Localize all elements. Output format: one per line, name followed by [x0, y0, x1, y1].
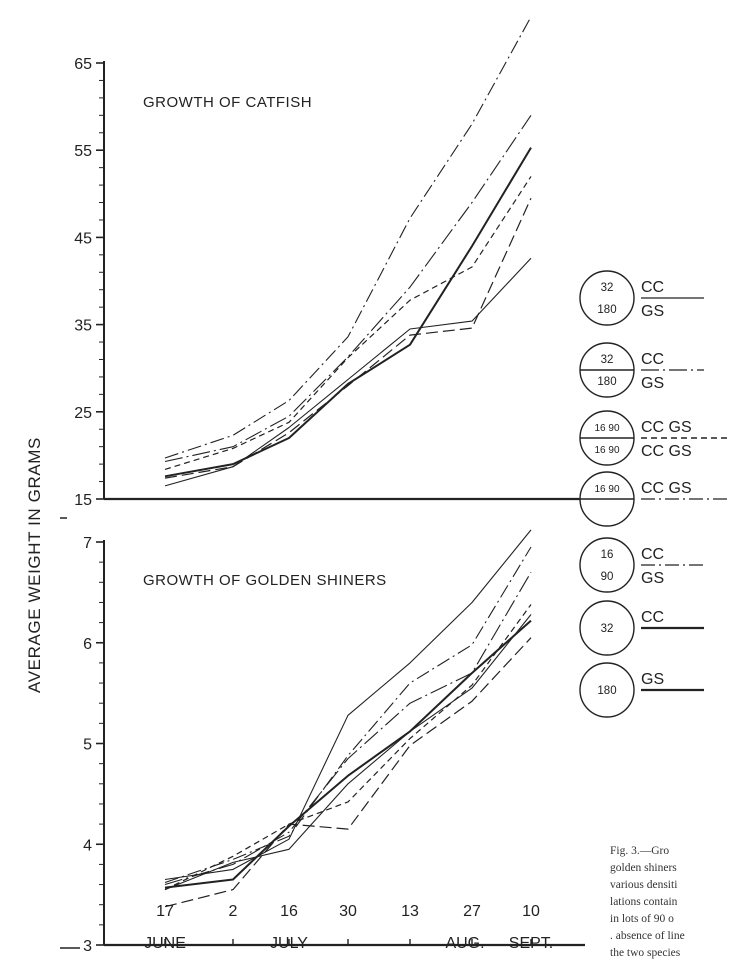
series-line [164, 571, 532, 886]
figure-caption: Fig. 3.—Gro golden shiners various densi… [610, 843, 730, 961]
series-line [164, 614, 532, 891]
legend-item: 16 90 CC GS [579, 471, 729, 527]
panel-title: GROWTH OF CATFISH [143, 94, 312, 111]
caption-line: . absence of line [610, 930, 685, 942]
y-tick-label: 25 [74, 405, 92, 422]
caption-line: various densiti [610, 879, 678, 891]
legend-label-bottom: GS [641, 375, 664, 392]
y-tick-label: 65 [74, 56, 92, 73]
legend-circle-top: 16 90 [594, 423, 619, 434]
y-tick-label: 4 [83, 837, 92, 854]
series-line [164, 176, 532, 470]
x-tick-label: 27 [463, 903, 481, 920]
x-tick-label: 10 [522, 903, 540, 920]
y-tick-label: 15 [74, 492, 92, 509]
x-tick-label: 2 [229, 903, 238, 920]
legend-label-top: CC GS [641, 480, 692, 497]
x-tick-label: 17 [156, 903, 174, 920]
legend-circle-top: 180 [597, 685, 616, 697]
caption-line: the two species [610, 947, 681, 959]
legend-label-bottom: GS [641, 303, 664, 320]
y-axis-label: AVERAGE WEIGHT IN GRAMS [25, 437, 44, 693]
legend-circle-bottom: 16 90 [594, 445, 619, 456]
legend-label-bottom: CC GS [641, 443, 692, 460]
y-tick-label: 6 [83, 636, 92, 653]
legend-circle-top: 32 [601, 623, 614, 635]
legend-item: 16 90 16 90 CC GS CC GS [579, 410, 729, 466]
legend-circle-bottom: 180 [597, 304, 616, 316]
x-tick-label: 13 [401, 903, 419, 920]
legend-label-top: CC [641, 351, 664, 368]
legend-item: 16 90 CC GS [579, 537, 704, 593]
x-tick-label: 16 [280, 903, 298, 920]
legend-circle [579, 600, 635, 656]
month-label: AUG. [445, 935, 484, 952]
y-tick-label: 5 [83, 737, 92, 754]
legend-label-top: CC [641, 609, 664, 626]
series-line [164, 114, 532, 463]
legend-item: 32 180 CC GS [579, 270, 704, 326]
legend-circle [579, 662, 635, 718]
series-line [164, 619, 532, 889]
series-line [164, 637, 532, 908]
legend-item: 180 GS [579, 662, 704, 718]
y-tick-label: 55 [74, 143, 92, 160]
caption-line: lations contain [610, 896, 678, 908]
legend-circle-bottom: 180 [597, 376, 616, 388]
y-tick-label: 3 [83, 938, 92, 955]
x-axis-labels: 17 2 16 30 13 27 10 JUNE JULY AUG. SEPT. [60, 517, 553, 952]
legend-circle-top: 32 [601, 354, 614, 366]
caption-line: golden shiners [610, 862, 677, 874]
legend-circle-bottom: 90 [601, 571, 614, 583]
legend-circle-top: 16 [601, 549, 614, 561]
series-line [164, 257, 532, 487]
y-tick-label: 45 [74, 230, 92, 247]
series-line [164, 529, 532, 881]
legend-circle [579, 537, 635, 593]
legend-label-bottom: GS [641, 570, 664, 587]
month-label: JUNE [144, 935, 186, 952]
series-line [164, 604, 532, 891]
legend-circle-top: 16 90 [594, 484, 619, 495]
series-line [164, 16, 532, 459]
series-line [164, 147, 532, 478]
legend-label-top: CC GS [641, 419, 692, 436]
caption-line: in lots of 90 o [610, 913, 674, 925]
legend-label-top: GS [641, 671, 664, 688]
caption-line: Fig. 3.—Gro [610, 845, 670, 857]
month-label: SEPT. [509, 935, 553, 952]
catfish-panel: 15 25 35 45 55 65 GROWTH OF CATFISH [74, 16, 585, 509]
legend-item: 32 CC [579, 600, 704, 656]
panel-title: GROWTH OF GOLDEN SHINERS [143, 572, 387, 589]
legend-label-top: CC [641, 279, 664, 296]
month-label: JULY [270, 935, 308, 952]
y-tick-label: 35 [74, 318, 92, 335]
legend-label-top: CC [641, 546, 664, 563]
y-tick-label: 7 [83, 535, 92, 552]
x-tick-label: 30 [339, 903, 357, 920]
legend-circle [579, 270, 635, 326]
shiners-panel: 3 4 5 6 7 GROWTH OF GOLDEN SHINERS [83, 529, 585, 955]
legend-item: 32 180 CC GS [579, 342, 704, 398]
legend-circle-top: 32 [601, 282, 614, 294]
